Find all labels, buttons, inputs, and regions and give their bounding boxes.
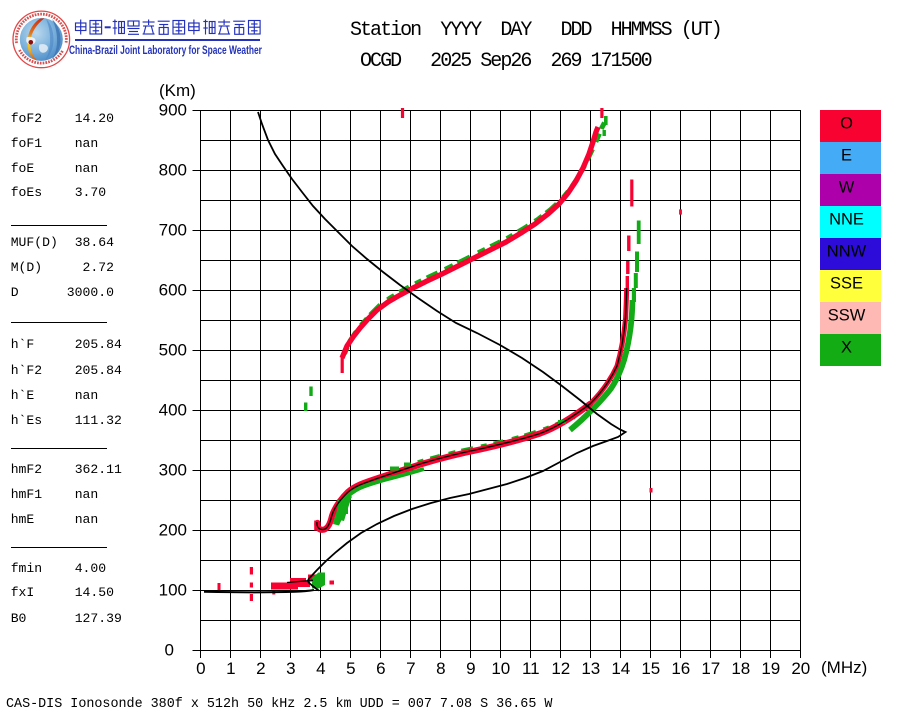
svg-text:10: 10 (491, 659, 510, 678)
svg-text:E: E (841, 147, 852, 165)
svg-text:700: 700 (159, 221, 187, 240)
svg-text:SSE: SSE (830, 275, 863, 293)
svg-text:5: 5 (346, 659, 355, 678)
svg-text:2: 2 (256, 659, 265, 678)
svg-text:SSW: SSW (828, 307, 866, 325)
svg-text:13: 13 (581, 659, 600, 678)
svg-text:300: 300 (159, 461, 187, 480)
svg-text:NNW: NNW (827, 243, 867, 261)
svg-text:100: 100 (159, 581, 187, 600)
svg-text:3: 3 (286, 659, 295, 678)
svg-text:(Km): (Km) (159, 81, 196, 100)
svg-text:400: 400 (159, 401, 187, 420)
svg-text:X: X (841, 339, 852, 357)
svg-text:900: 900 (159, 101, 187, 120)
svg-text:11: 11 (522, 659, 540, 678)
svg-text:19: 19 (761, 659, 780, 678)
svg-text:4: 4 (316, 659, 325, 678)
svg-text:15: 15 (641, 659, 660, 678)
svg-text:NNE: NNE (829, 211, 864, 229)
svg-text:17: 17 (701, 659, 720, 678)
svg-text:W: W (839, 179, 855, 197)
svg-text:20: 20 (791, 659, 810, 678)
svg-text:6: 6 (376, 659, 385, 678)
svg-text:800: 800 (159, 161, 187, 180)
svg-text:16: 16 (671, 659, 690, 678)
svg-text:1: 1 (226, 659, 235, 678)
svg-text:(MHz): (MHz) (821, 658, 867, 677)
svg-text:O: O (840, 115, 853, 133)
svg-text:600: 600 (159, 281, 187, 300)
svg-text:9: 9 (466, 659, 475, 678)
svg-text:0: 0 (196, 659, 205, 678)
svg-text:7: 7 (406, 659, 415, 678)
svg-text:14: 14 (611, 659, 630, 678)
svg-text:8: 8 (436, 659, 445, 678)
svg-text:18: 18 (731, 659, 750, 678)
svg-text:500: 500 (159, 341, 187, 360)
svg-text:12: 12 (551, 659, 570, 678)
svg-text:0: 0 (165, 641, 174, 660)
svg-text:200: 200 (159, 521, 187, 540)
